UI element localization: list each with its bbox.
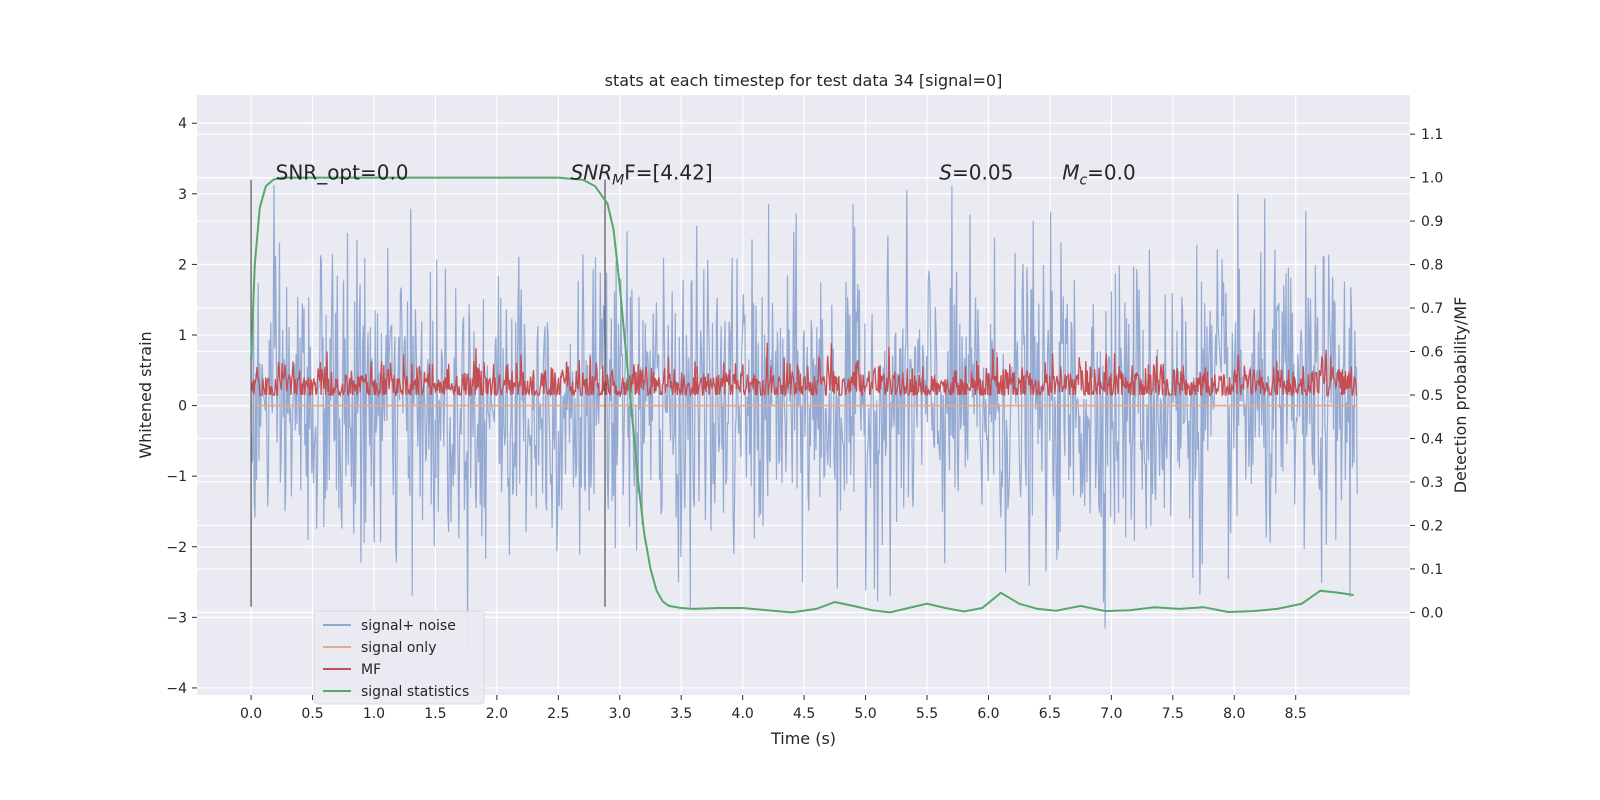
mf-line <box>250 342 1358 398</box>
legend-entry: MF <box>361 662 381 678</box>
x-tick-label: 2.5 <box>547 706 569 722</box>
x-tick-label: 0.0 <box>240 706 262 722</box>
annotation: SNRMF=[4.42] <box>571 161 713 189</box>
legend-entry: signal only <box>361 640 436 656</box>
annotation-subscript: M <box>612 173 624 189</box>
chart-title: stats at each timestep for test data 34 … <box>605 71 1003 90</box>
x-tick-label: 7.0 <box>1100 706 1122 722</box>
y-tick-label: −2 <box>166 540 187 556</box>
x-tick-label: 8.5 <box>1285 706 1307 722</box>
y-tick-label: 1 <box>178 328 187 344</box>
x-tick-label: 4.5 <box>793 706 815 722</box>
x-tick-label: 3.5 <box>670 706 692 722</box>
y-tick-label: −3 <box>166 610 187 626</box>
vertical-markers <box>250 179 606 607</box>
y2-tick-label: 0.3 <box>1421 475 1443 491</box>
y2-tick-label: 0.2 <box>1421 518 1443 534</box>
annotation-main: M <box>1062 161 1079 185</box>
series-mf <box>250 342 1358 398</box>
x-tick-label: 1.0 <box>363 706 385 722</box>
x-tick-label: 5.0 <box>854 706 876 722</box>
annotation-main: SNR_opt=0.0 <box>276 161 409 185</box>
y2-tick-label: 0.4 <box>1421 431 1443 447</box>
y2-tick-label: 0.7 <box>1421 301 1443 317</box>
x-tick-label: 3.0 <box>609 706 631 722</box>
annotation-main: S <box>939 161 952 185</box>
annotation-value: =0.05 <box>952 161 1013 185</box>
y2-tick-label: 1.1 <box>1421 127 1443 143</box>
annotation: S=0.05 <box>939 161 1013 185</box>
y-tick-label: 3 <box>178 187 187 203</box>
x-tick-label: 2.0 <box>486 706 508 722</box>
legend: signal+ noise signal only MF signal statist… <box>313 610 485 705</box>
y2-tick-label: 0.5 <box>1421 388 1443 404</box>
signal-statistics-line <box>250 176 1354 614</box>
annotation: Mc=0.0 <box>1062 161 1136 189</box>
annotation-value: =0.0 <box>1087 161 1136 185</box>
x-tick-label: 1.5 <box>424 706 446 722</box>
x-tick-label: 7.5 <box>1162 706 1184 722</box>
y2-axis-label: Detection probability/MF <box>1451 297 1470 494</box>
series-signal-noise <box>250 184 1358 646</box>
annotation: SNR_opt=0.0 <box>276 161 409 185</box>
x-tick-label: 5.5 <box>916 706 938 722</box>
annotation-value: F=[4.42] <box>624 161 712 185</box>
y-tick-label: 4 <box>178 116 187 132</box>
y-tick-label: −1 <box>166 469 187 485</box>
y2-tick-label: 0.9 <box>1421 214 1443 230</box>
x-tick-label: 0.5 <box>301 706 323 722</box>
annotation-subscript: c <box>1079 173 1087 189</box>
y2-tick-label: 0.6 <box>1421 345 1443 361</box>
y2-tick-label: 0.8 <box>1421 258 1443 274</box>
x-axis-label: Time (s) <box>770 729 836 748</box>
legend-entry: signal+ noise <box>361 618 456 634</box>
y-axis-label: Whitened strain <box>136 331 155 458</box>
y-tick-label: 2 <box>178 257 187 273</box>
y2-tick-label: 0.1 <box>1421 562 1443 578</box>
y-tick-label: 0 <box>178 399 187 415</box>
x-tick-label: 6.0 <box>977 706 999 722</box>
annotation-main: SNR <box>571 161 613 185</box>
y-tick-label: −4 <box>166 681 187 697</box>
legend-entry: signal statistics <box>361 684 469 700</box>
x-tick-label: 6.5 <box>1039 706 1061 722</box>
y2-tick-label: 0.0 <box>1421 605 1443 621</box>
annotations: SNR_opt=0.0 SNRMF=[4.42] S=0.05 Mc=0.0 <box>276 161 1136 189</box>
y2-tick-label: 1.0 <box>1421 171 1443 187</box>
signal-noise-line <box>250 184 1358 646</box>
legend-box <box>313 610 485 705</box>
axes: 0.0 0.5 1.0 1.5 2.0 2.5 3.0 3.5 4.0 4.5 5.0 5.5 6.0 6… <box>166 116 1443 722</box>
series-signal-statistics <box>250 176 1354 614</box>
x-tick-label: 8.0 <box>1223 706 1245 722</box>
x-tick-label: 4.0 <box>732 706 754 722</box>
